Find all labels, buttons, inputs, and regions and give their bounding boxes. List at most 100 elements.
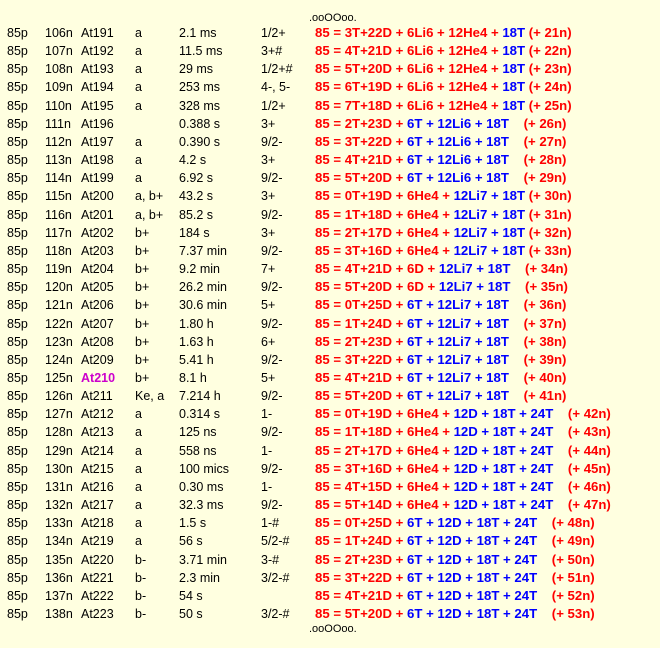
half-life: 7.37 min bbox=[179, 243, 227, 258]
decay-mode: a bbox=[135, 498, 142, 513]
table-row: 85p 111n At196 0.388 s 3+ 85 = 2T+23D + 6T + … bbox=[0, 115, 611, 133]
formula-segment: 12D + 18T + 24T bbox=[453, 442, 554, 458]
spin-parity: 9/2- bbox=[261, 389, 283, 404]
decay-mode: b+ bbox=[135, 280, 150, 295]
formula-segment: 85 = 4T+21D + 6Li6 + 12He4 + bbox=[315, 43, 503, 59]
neutron-count: 123n bbox=[45, 334, 73, 349]
proton-count: 85p bbox=[7, 207, 28, 222]
proton-count: 85p bbox=[7, 516, 28, 531]
neutron-count: 107n bbox=[45, 44, 73, 59]
formula-segment: 85 = 5T+20D + 6D + bbox=[315, 279, 439, 295]
spin-parity: 9/2- bbox=[261, 461, 283, 476]
half-life: 85.2 s bbox=[179, 207, 214, 222]
formula-segment: (+ 28n) bbox=[508, 152, 567, 168]
neutron-count: 114n bbox=[45, 171, 72, 186]
formula-segment: (+ 52n) bbox=[537, 587, 595, 603]
neutron-count: 137n bbox=[45, 588, 73, 603]
decay-mode: a bbox=[135, 479, 142, 494]
proton-count: 85p bbox=[7, 425, 28, 440]
proton-count: 85p bbox=[7, 80, 28, 95]
formula-segment: (+ 43n) bbox=[553, 424, 611, 440]
proton-count: 85p bbox=[7, 225, 28, 240]
decomposition-formula: 85 = 2T+17D + 6He4 + 12Li7 + 18T (+ 32n) bbox=[315, 224, 611, 242]
half-life: 32.3 ms bbox=[179, 498, 224, 513]
neutron-count: 109n bbox=[45, 80, 73, 95]
proton-count: 85p bbox=[7, 352, 28, 367]
decay-mode bbox=[135, 115, 179, 133]
formula-segment: 85 = 1T+24D + bbox=[315, 533, 408, 549]
formula-segment: (+ 22n) bbox=[528, 43, 572, 59]
formula-segment: 12Li7 + 18T bbox=[453, 206, 529, 222]
decomposition-formula: 85 = 3T+22D + 6T + 12Li7 + 18T (+ 39n) bbox=[315, 351, 611, 369]
decay-mode: b- bbox=[135, 588, 147, 603]
formula-segment: (+ 39n) bbox=[508, 351, 567, 367]
formula-segment: 6T + 12D + 18T + 24T bbox=[407, 587, 538, 603]
table-row: 85p 130n At215 a 100 mics 9/2- 85 = 3T+16D + 6… bbox=[0, 460, 611, 478]
decay-mode: b+ bbox=[135, 243, 150, 258]
formula-segment: 6T + 12D + 18T + 24T bbox=[407, 569, 538, 585]
formula-segment: (+ 48n) bbox=[537, 515, 595, 531]
neutron-count: 120n bbox=[45, 280, 73, 295]
table-row: 85p 110n At195 a 328 ms 1/2+ 85 = 7T+18D + 6Li… bbox=[0, 97, 611, 115]
formula-segment: (+ 41n) bbox=[508, 388, 567, 404]
proton-count: 85p bbox=[7, 116, 28, 131]
formula-segment: 6T + 12Li7 + 18T bbox=[407, 315, 509, 331]
formula-segment: 85 = 4T+21D + bbox=[315, 587, 408, 603]
formula-segment: (+ 29n) bbox=[508, 170, 567, 186]
spin-parity: 5/2-# bbox=[261, 534, 290, 549]
formula-segment: 85 = 2T+17D + 6He4 + bbox=[315, 442, 454, 458]
decomposition-formula: 85 = 4T+21D + 6T + 12Li6 + 18T (+ 28n) bbox=[315, 151, 611, 169]
decay-mode: a, b+ bbox=[135, 207, 164, 222]
spin-parity: 3/2-# bbox=[261, 570, 290, 585]
decay-mode: Ke, a bbox=[135, 389, 165, 404]
table-row: 85p 126n At211 Ke, a 7.214 h 9/2- 85 = 5T+20D … bbox=[0, 387, 611, 405]
spin-parity: 9/2- bbox=[261, 316, 283, 331]
proton-count: 85p bbox=[7, 262, 28, 277]
table-row: 85p 137n At222 b- 54 s 85 = 4T+21D + 6T + 12D… bbox=[0, 587, 611, 605]
table-row: 85p 136n At221 b- 2.3 min 3/2-# 85 = 3T+22D + … bbox=[0, 569, 611, 587]
neutron-count: 134n bbox=[45, 534, 73, 549]
proton-count: 85p bbox=[7, 62, 28, 77]
formula-segment: (+ 42n) bbox=[553, 406, 611, 422]
isotope-name: At196 bbox=[81, 116, 114, 131]
decomposition-formula: 85 = 4T+21D + 6T + 12D + 18T + 24T (+ 52… bbox=[315, 587, 611, 605]
formula-segment: 6T + 12Li6 + 18T bbox=[407, 115, 509, 131]
formula-segment: (+ 51n) bbox=[537, 569, 595, 585]
table-row: 85p 117n At202 b+ 184 s 3+ 85 = 2T+17D + 6He4 … bbox=[0, 224, 611, 242]
spin-parity: 1/2+# bbox=[261, 62, 293, 77]
half-life: 2.1 ms bbox=[179, 26, 217, 40]
proton-count: 85p bbox=[7, 44, 28, 59]
table-row: 85p 124n At209 b+ 5.41 h 9/2- 85 = 3T+22D + 6T… bbox=[0, 351, 611, 369]
formula-segment: 85 = 4T+21D + bbox=[315, 152, 408, 168]
proton-count: 85p bbox=[7, 316, 28, 331]
decomposition-formula: 85 = 4T+21D + 6T + 12Li7 + 18T (+ 40n) bbox=[315, 369, 611, 387]
formula-segment: (+ 45n) bbox=[553, 460, 611, 476]
decomposition-formula: 85 = 1T+24D + 6T + 12D + 18T + 24T (+ 49… bbox=[315, 532, 611, 550]
neutron-count: 110n bbox=[45, 98, 72, 113]
neutron-count: 115n bbox=[45, 189, 72, 204]
spin-parity: 1-# bbox=[261, 516, 280, 531]
half-life: 7.214 h bbox=[179, 389, 221, 404]
proton-count: 85p bbox=[7, 461, 28, 476]
neutron-count: 112n bbox=[45, 134, 72, 149]
formula-segment: 85 = 6T+19D + 6Li6 + 12He4 + bbox=[315, 79, 503, 95]
formula-segment: 6T + 12Li7 + 18T bbox=[407, 369, 509, 385]
formula-segment: 85 = 3T+22D + bbox=[315, 133, 408, 149]
decay-mode: a bbox=[135, 425, 142, 440]
decomposition-formula: 85 = 0T+19D + 6He4 + 12D + 18T + 24T (+ … bbox=[315, 405, 611, 423]
neutron-count: 111n bbox=[45, 116, 71, 131]
table-row: 85p 133n At218 a 1.5 s 1-# 85 = 0T+25D + 6T + … bbox=[0, 514, 611, 532]
isotope-name: At215 bbox=[81, 461, 114, 476]
neutron-count: 124n bbox=[45, 352, 73, 367]
decay-mode: b+ bbox=[135, 262, 150, 277]
decay-mode: b- bbox=[135, 570, 147, 585]
table-row: 85p 106n At191 a 2.1 ms 1/2+ 85 = 3T+22D + 6Li… bbox=[0, 24, 611, 42]
proton-count: 85p bbox=[7, 443, 28, 458]
decomposition-formula: 85 = 2T+17D + 6He4 + 12D + 18T + 24T (+ … bbox=[315, 442, 611, 460]
isotope-name: At218 bbox=[81, 516, 114, 531]
formula-segment: 85 = 5T+20D + bbox=[315, 606, 408, 621]
formula-segment: 85 = 4T+21D + 6D + bbox=[315, 261, 439, 277]
formula-segment: 85 = 2T+23D + bbox=[315, 115, 408, 131]
half-life: 11.5 ms bbox=[179, 44, 223, 59]
proton-count: 85p bbox=[7, 370, 28, 385]
